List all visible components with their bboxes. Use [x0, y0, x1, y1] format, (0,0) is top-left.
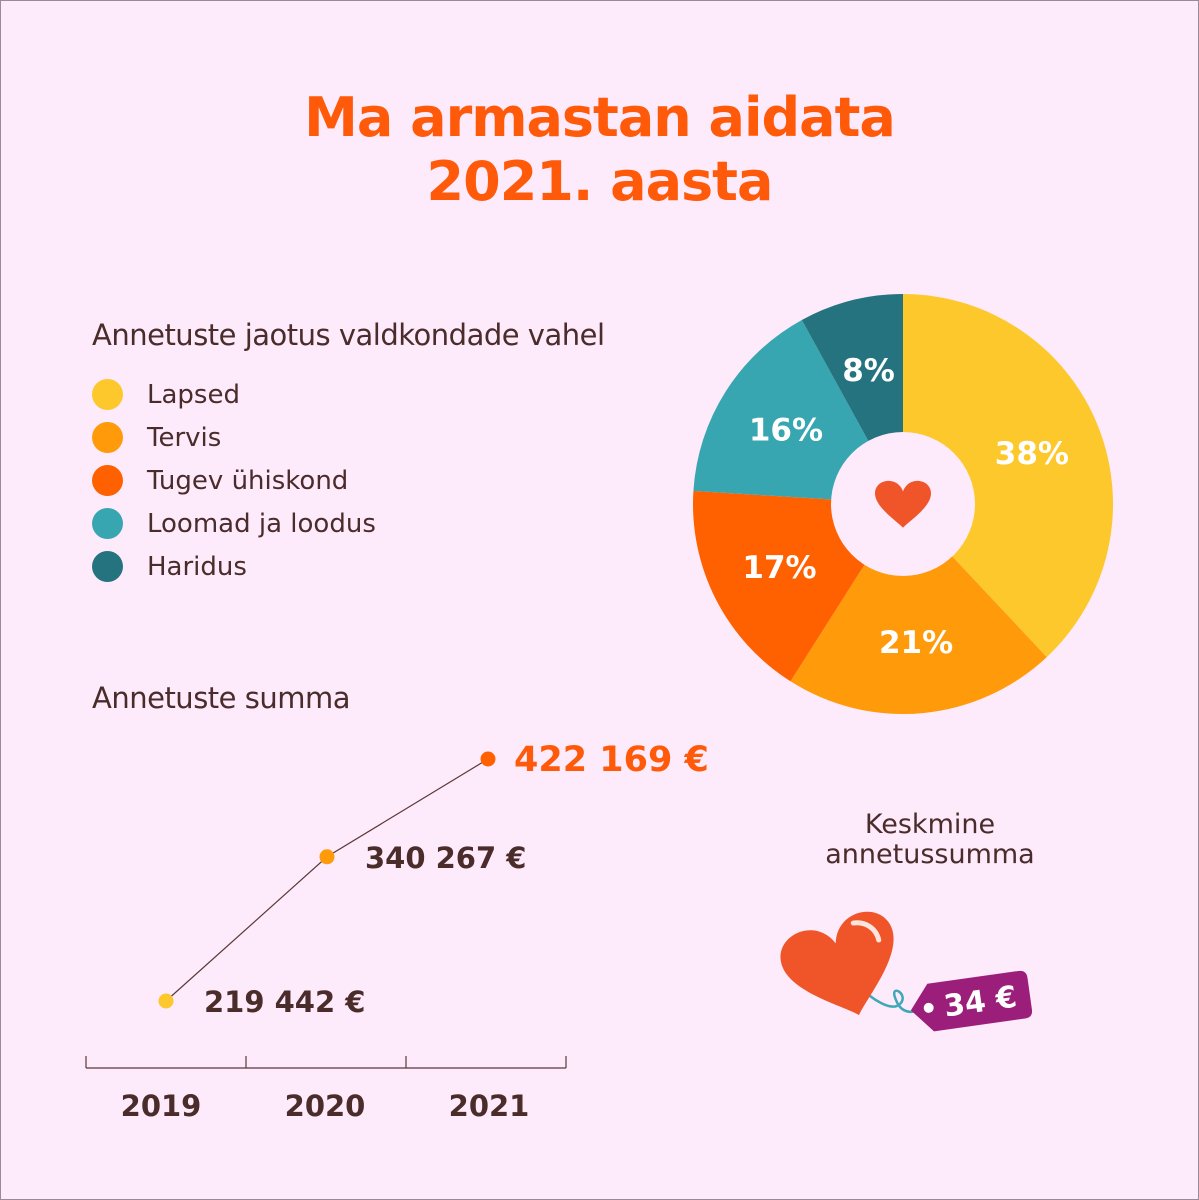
line-series: [165, 758, 489, 1002]
pie-slice-label: 17%: [742, 550, 816, 586]
legend-swatch: [92, 508, 123, 539]
legend-label: Loomad ja loodus: [147, 508, 376, 539]
average-illustration: 34 €: [780, 911, 1033, 1032]
pie-chart: 38% 21% 17% 16% 8%: [693, 294, 1114, 714]
line-point: [158, 993, 174, 1009]
data-label: 340 267 €: [365, 841, 526, 875]
tag-string: [857, 984, 927, 1014]
x-tick-label: 2021: [449, 1089, 530, 1123]
line-chart-title: Annetuste summa: [92, 681, 351, 715]
average-title: Keskmine annetussumma: [760, 810, 1100, 870]
legend-item: Loomad ja loodus: [92, 502, 376, 545]
price-tag-shape: [910, 970, 1033, 1032]
legend-item: Tugev ühiskond: [92, 459, 376, 502]
pie-slice-label: 16%: [749, 413, 823, 449]
data-label: 422 169 €: [514, 740, 709, 780]
line-point: [480, 751, 496, 767]
legend-label: Lapsed: [147, 379, 240, 410]
legend-item: Tervis: [92, 416, 376, 459]
legend-item: Haridus: [92, 545, 376, 588]
legend-label: Tugev ühiskond: [147, 465, 349, 496]
line-point: [319, 849, 335, 865]
pie-chart-title: Annetuste jaotus valdkondade vahel: [92, 318, 605, 352]
page-title: Ma armastan aidata 2021. aasta: [0, 86, 1199, 214]
legend-swatch: [92, 422, 123, 453]
line-chart: 219 442 € 340 267 € 422 169 € 2019 2020 2021: [85, 740, 709, 1123]
title-line-1: Ma armastan aidata: [304, 86, 896, 149]
price-tag: 34 €: [910, 970, 1033, 1032]
x-tick-label: 2019: [121, 1089, 202, 1123]
average-title-line-1: Keskmine: [864, 809, 996, 840]
pie-slice-label: 8%: [842, 353, 895, 389]
data-label: 219 442 €: [204, 985, 365, 1019]
x-tick-label: 2020: [285, 1089, 366, 1123]
pie-slice: [903, 294, 1114, 658]
title-line-2: 2021. aasta: [426, 150, 774, 213]
heart-shine: [850, 920, 882, 943]
price-tag-hole: [923, 1002, 934, 1013]
heart-icon: [780, 911, 894, 1016]
legend-item: Lapsed: [92, 373, 376, 416]
legend-swatch: [92, 551, 123, 582]
legend-label: Haridus: [147, 551, 247, 582]
legend-label: Tervis: [147, 422, 222, 453]
legend-swatch: [92, 465, 123, 496]
balloon-heart: [780, 911, 894, 1016]
pie-legend: Lapsed Tervis Tugev ühiskond Loomad ja lood…: [92, 373, 376, 588]
pie-slice-label: 38%: [995, 436, 1069, 472]
pie-slice: [790, 504, 1047, 714]
average-title-line-2: annetussumma: [825, 839, 1035, 870]
heart-icon: [875, 480, 931, 528]
legend-swatch: [92, 379, 123, 410]
pie-slice-label: 21%: [879, 625, 953, 661]
